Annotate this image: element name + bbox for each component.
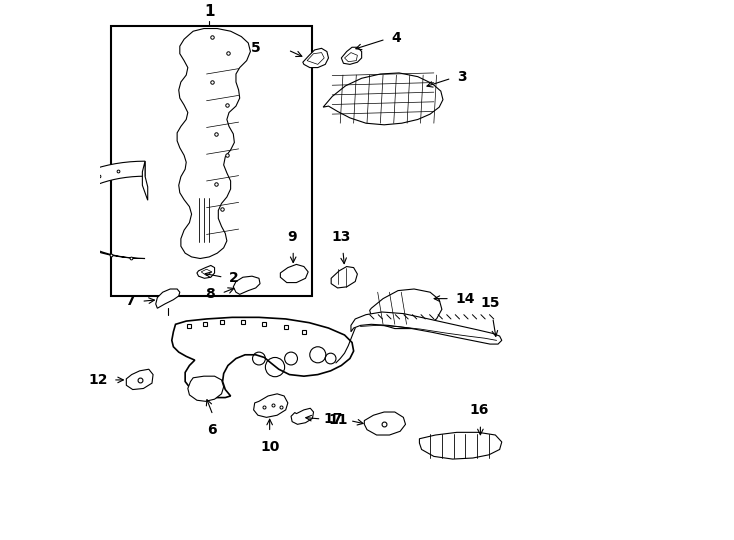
Text: 12: 12 <box>88 373 108 387</box>
Polygon shape <box>303 48 329 68</box>
Polygon shape <box>142 161 148 200</box>
Text: 10: 10 <box>260 440 280 454</box>
Text: 6: 6 <box>207 423 217 437</box>
Text: 7: 7 <box>125 294 134 308</box>
Text: 9: 9 <box>287 230 297 244</box>
Text: 8: 8 <box>205 287 214 301</box>
Text: 5: 5 <box>251 42 261 55</box>
Polygon shape <box>331 267 357 288</box>
Text: 2: 2 <box>229 271 239 285</box>
Polygon shape <box>280 265 308 282</box>
Polygon shape <box>51 161 145 259</box>
Text: 14: 14 <box>455 292 475 306</box>
Polygon shape <box>233 276 260 294</box>
Polygon shape <box>126 369 153 389</box>
Text: 11: 11 <box>329 413 348 427</box>
Text: 15: 15 <box>480 296 500 310</box>
Polygon shape <box>370 289 442 328</box>
Polygon shape <box>156 289 180 308</box>
Polygon shape <box>177 29 250 259</box>
Polygon shape <box>291 408 313 424</box>
Polygon shape <box>341 48 362 64</box>
Text: 1: 1 <box>204 4 214 19</box>
Polygon shape <box>197 266 214 278</box>
Polygon shape <box>351 312 502 344</box>
Text: 4: 4 <box>391 31 401 45</box>
Text: 3: 3 <box>457 70 467 84</box>
Polygon shape <box>254 394 288 417</box>
Polygon shape <box>419 433 502 459</box>
Text: 16: 16 <box>470 403 489 417</box>
Polygon shape <box>323 73 443 125</box>
Text: 17: 17 <box>324 412 343 426</box>
Polygon shape <box>364 412 405 435</box>
Text: 13: 13 <box>332 230 351 244</box>
Bar <box>112 26 312 296</box>
Polygon shape <box>172 318 354 397</box>
Polygon shape <box>188 376 224 401</box>
